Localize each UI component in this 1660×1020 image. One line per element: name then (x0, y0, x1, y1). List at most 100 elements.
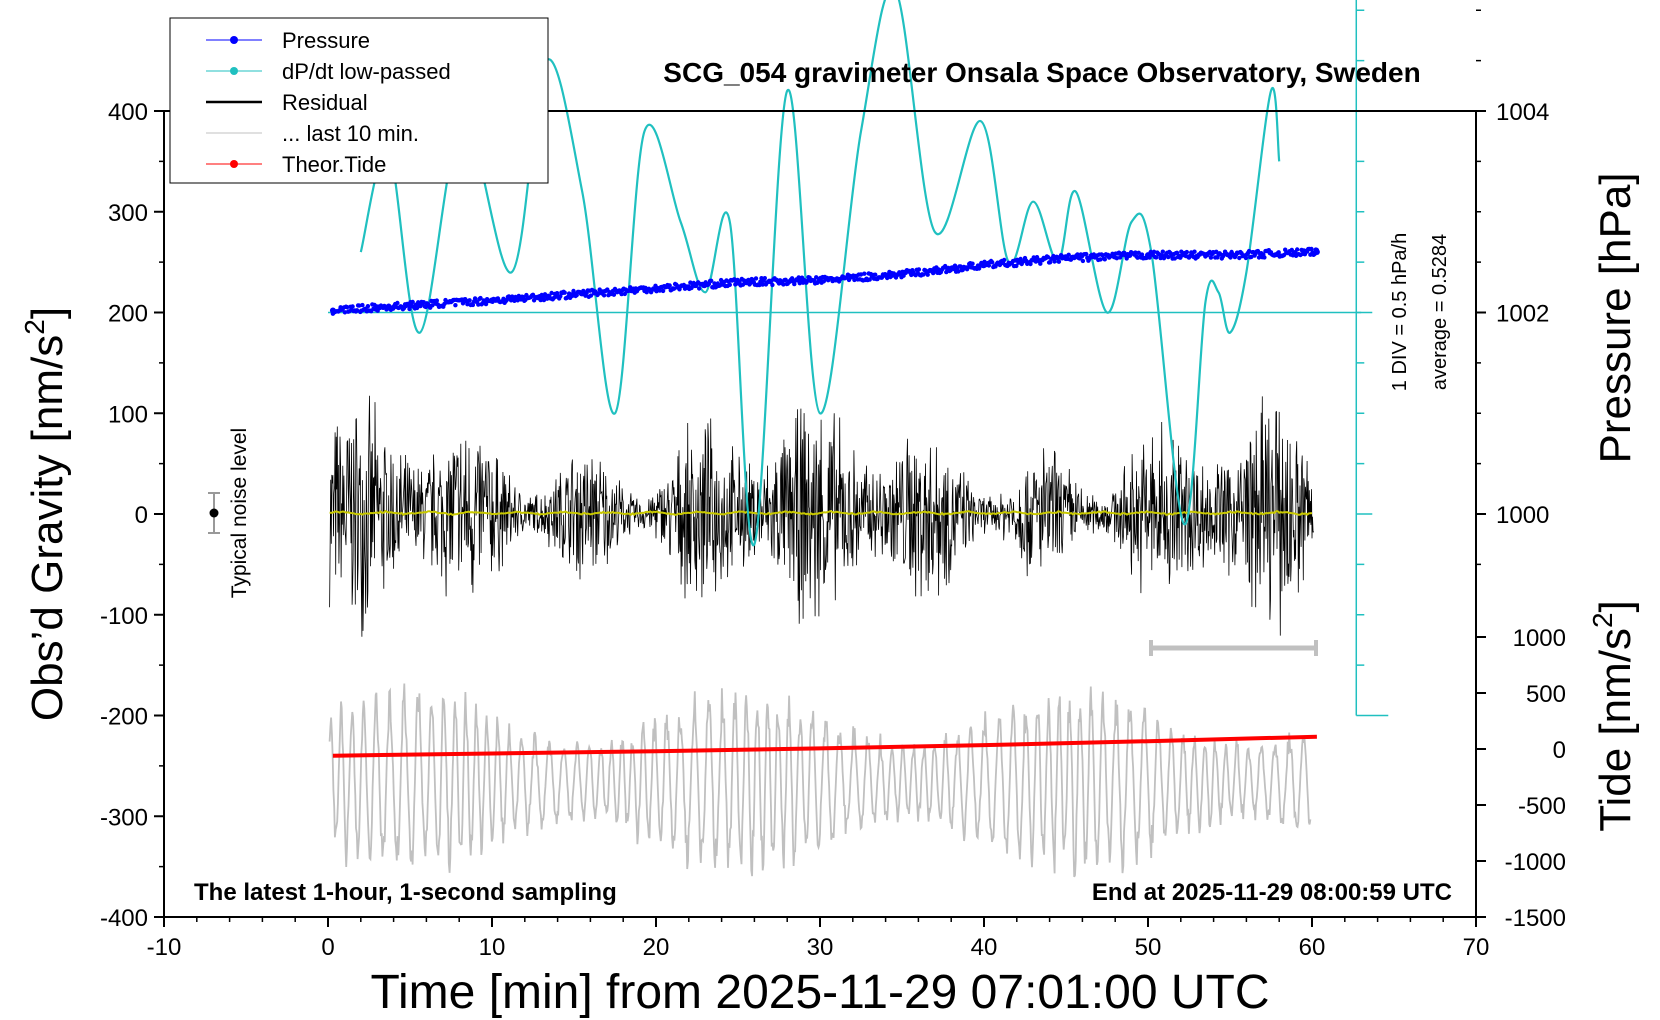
pressure-point (1098, 257, 1103, 262)
pressure-point (1249, 254, 1254, 260)
pressure-point (541, 297, 547, 303)
sampling-note: The latest 1-hour, 1-second sampling (194, 879, 617, 906)
pressure-point (558, 294, 563, 299)
pressure-point (360, 302, 365, 308)
pressure-point (970, 261, 975, 266)
y-tick-label-tide: 0 (1553, 737, 1566, 764)
pressure-point (781, 282, 786, 287)
pressure-point (797, 281, 802, 286)
div-label: 1 DIV = 0.5 hPa/h (1389, 233, 1411, 391)
pressure-point (1151, 249, 1157, 254)
legend-label: Pressure (282, 28, 370, 53)
legend-label: Theor.Tide (282, 152, 386, 177)
y-tick-label-tide: -1500 (1505, 905, 1566, 932)
x-tick-label: 30 (807, 934, 834, 961)
y-tick-label-gravity: 0 (135, 502, 148, 529)
x-tick-label: 40 (971, 934, 998, 961)
pressure-point (671, 286, 677, 291)
pressure-point (986, 263, 992, 268)
pressure-point (862, 271, 867, 276)
pressure-point (997, 262, 1003, 268)
y-label-gravity-main: Obs’d Gravity [nm/s (23, 335, 72, 721)
pressure-series (329, 246, 1320, 316)
pressure-point (916, 267, 922, 272)
pressure-point (434, 298, 439, 303)
y-tick-label-gravity: -100 (100, 603, 148, 630)
y-label-tide-sup: 2 (1587, 612, 1618, 628)
y-axis-label-tide: Tide [nm/s2] (1587, 600, 1640, 832)
pressure-point (965, 265, 971, 270)
pressure-point (814, 275, 819, 280)
pressure-point (329, 307, 336, 314)
pressure-point (1028, 261, 1033, 267)
pressure-point (1002, 257, 1007, 263)
pressure-point (460, 301, 466, 306)
pressure-point (817, 277, 823, 284)
end-time-note: End at 2025-11-29 08:00:59 UTC (1092, 879, 1452, 906)
y-tick-label-gravity: -200 (100, 704, 148, 731)
pressure-point (1192, 249, 1197, 254)
pressure-point (628, 285, 633, 290)
pressure-point (1276, 250, 1281, 255)
pressure-point (1214, 249, 1219, 254)
pressure-point (601, 293, 607, 298)
y-axis-label-gravity: Obs’d Gravity [nm/s2] (19, 307, 72, 721)
pressure-point (1063, 255, 1069, 262)
pressure-point (354, 308, 360, 313)
legend-marker (230, 160, 238, 168)
pressure-point (344, 305, 350, 310)
pressure-point (943, 263, 948, 269)
pressure-point (921, 272, 926, 277)
pressure-point (549, 290, 554, 296)
pressure-point (1100, 252, 1105, 258)
pressure-point (1114, 256, 1120, 261)
y-axis-label-pressure: Pressure [hPa] (1591, 172, 1640, 463)
legend-label: Residual (282, 90, 368, 115)
legend-box (169, 17, 549, 184)
x-tick-label: 60 (1299, 934, 1326, 961)
pressure-point (1166, 254, 1171, 260)
legend: Pressure dP/dt low-passed Residual ... last… (169, 17, 549, 184)
y-tick-label-gravity: -400 (100, 905, 148, 932)
pressure-point (757, 282, 762, 288)
x-tick-label: 20 (643, 934, 670, 961)
pressure-point (467, 298, 472, 303)
pressure-point (1309, 246, 1314, 252)
pressure-point (697, 286, 702, 291)
noise-level-label: Typical noise level (228, 428, 251, 598)
pressure-point (873, 272, 878, 277)
x-tick-label: 50 (1135, 934, 1162, 961)
y-tick-label-pressure: 1000 (1496, 502, 1549, 529)
x-axis-label: Time [min] from 2025-11-29 07:01:00 UTC (370, 966, 1269, 1019)
pressure-point (1038, 261, 1043, 266)
pressure-point (1052, 259, 1057, 264)
pressure-point (1080, 258, 1086, 264)
pressure-point (554, 291, 560, 296)
pressure-point (885, 275, 890, 281)
pressure-point (571, 291, 577, 298)
pressure-point (489, 297, 495, 304)
pressure-point (478, 295, 483, 301)
pressure-point (483, 301, 489, 307)
pressure-point (1160, 249, 1166, 254)
pressure-point (1145, 252, 1151, 259)
pressure-point (1172, 256, 1178, 261)
last-10-min-bar (1149, 640, 1318, 656)
pressure-point (453, 303, 458, 308)
pressure-point (1047, 260, 1053, 265)
y-tick-label-gravity: -300 (100, 804, 148, 831)
pressure-point (1227, 252, 1233, 259)
pressure-point (1139, 252, 1145, 257)
pressure-point (735, 279, 741, 286)
pressure-point (588, 293, 594, 298)
smoothed-residual-trace (329, 509, 1313, 517)
pressure-point (1295, 247, 1300, 252)
legend-label: ... last 10 min. (282, 121, 419, 146)
y-tick-label-gravity: 100 (108, 401, 148, 428)
pressure-point (1102, 257, 1108, 262)
pressure-point (619, 291, 624, 297)
pressure-point (1014, 263, 1019, 269)
y-label-tide-main: Tide [nm/s (1591, 628, 1640, 832)
y-tick-label-tide: 500 (1526, 681, 1566, 708)
chart-title: SCG_054 gravimeter Onsala Space Observat… (663, 57, 1420, 88)
